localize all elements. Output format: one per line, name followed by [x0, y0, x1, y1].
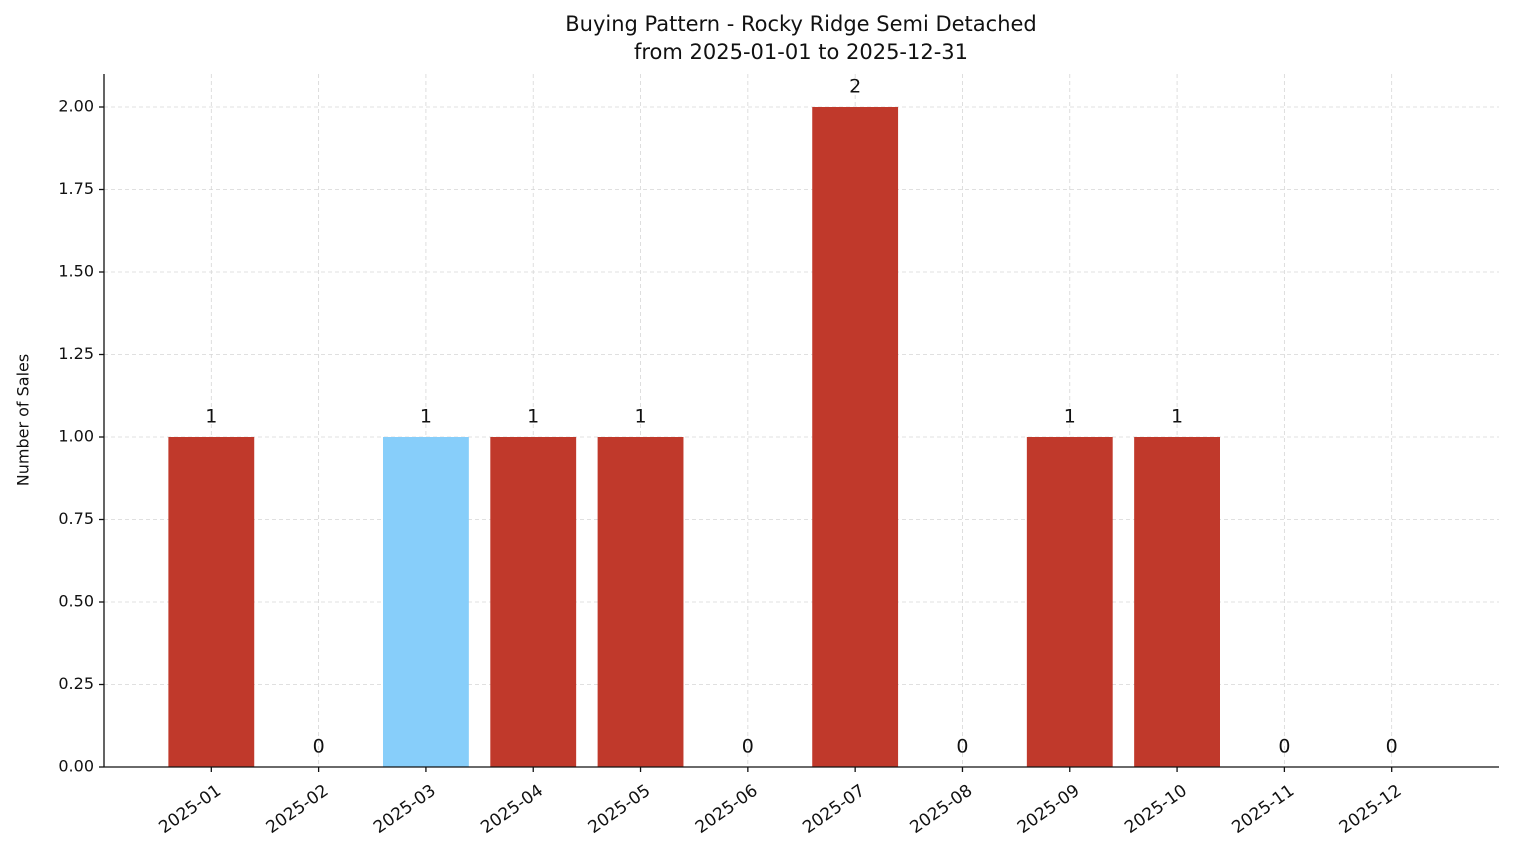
- x-tick-label: 2025-07: [799, 781, 869, 838]
- y-tick-label: 1.25: [58, 344, 94, 363]
- data-label: 0: [313, 736, 325, 758]
- y-tick-label: 0.25: [58, 674, 94, 693]
- data-label: 1: [420, 406, 432, 428]
- y-tick-label: 0.75: [58, 509, 94, 528]
- x-tick-label: 2025-04: [477, 781, 547, 838]
- data-label: 1: [205, 406, 217, 428]
- x-tick-label: 2025-03: [370, 781, 440, 838]
- data-label: 1: [1064, 406, 1076, 428]
- bar: [168, 437, 255, 767]
- data-label: 1: [527, 406, 539, 428]
- x-tick-label: 2025-01: [155, 781, 225, 838]
- y-tick-label: 1.75: [58, 179, 94, 198]
- bar: [812, 107, 899, 767]
- y-tick-label: 1.00: [58, 427, 94, 446]
- x-tick-label: 2025-11: [1228, 781, 1298, 838]
- x-tick-label: 2025-10: [1121, 781, 1191, 838]
- bar: [490, 437, 577, 767]
- x-tick-label: 2025-12: [1336, 781, 1406, 838]
- bar: [597, 437, 684, 767]
- data-label: 0: [742, 736, 754, 758]
- data-label: 1: [634, 406, 646, 428]
- data-label: 0: [1278, 736, 1290, 758]
- data-label: 0: [956, 736, 968, 758]
- x-tick-label: 2025-05: [585, 781, 655, 838]
- y-tick-label: 1.50: [58, 262, 94, 281]
- y-tick-label: 0.50: [58, 592, 94, 611]
- data-label: 2: [849, 76, 861, 98]
- x-tick-label: 2025-09: [1014, 781, 1084, 838]
- bar: [1026, 437, 1113, 767]
- y-axis-label: Number of Sales: [14, 354, 33, 486]
- chart-title: Buying Pattern - Rocky Ridge Semi Detach…: [565, 12, 1037, 36]
- x-tick-label: 2025-02: [263, 781, 333, 838]
- bar: [1134, 437, 1220, 767]
- data-label: 1: [1171, 406, 1183, 428]
- chart-subtitle: from 2025-01-01 to 2025-12-31: [634, 40, 968, 64]
- data-label: 0: [1386, 736, 1398, 758]
- y-tick-label: 0.00: [58, 757, 94, 776]
- bar: [383, 437, 469, 767]
- y-tick-label: 2.00: [58, 97, 94, 116]
- x-tick-label: 2025-06: [692, 781, 762, 838]
- x-tick-label: 2025-08: [907, 781, 977, 838]
